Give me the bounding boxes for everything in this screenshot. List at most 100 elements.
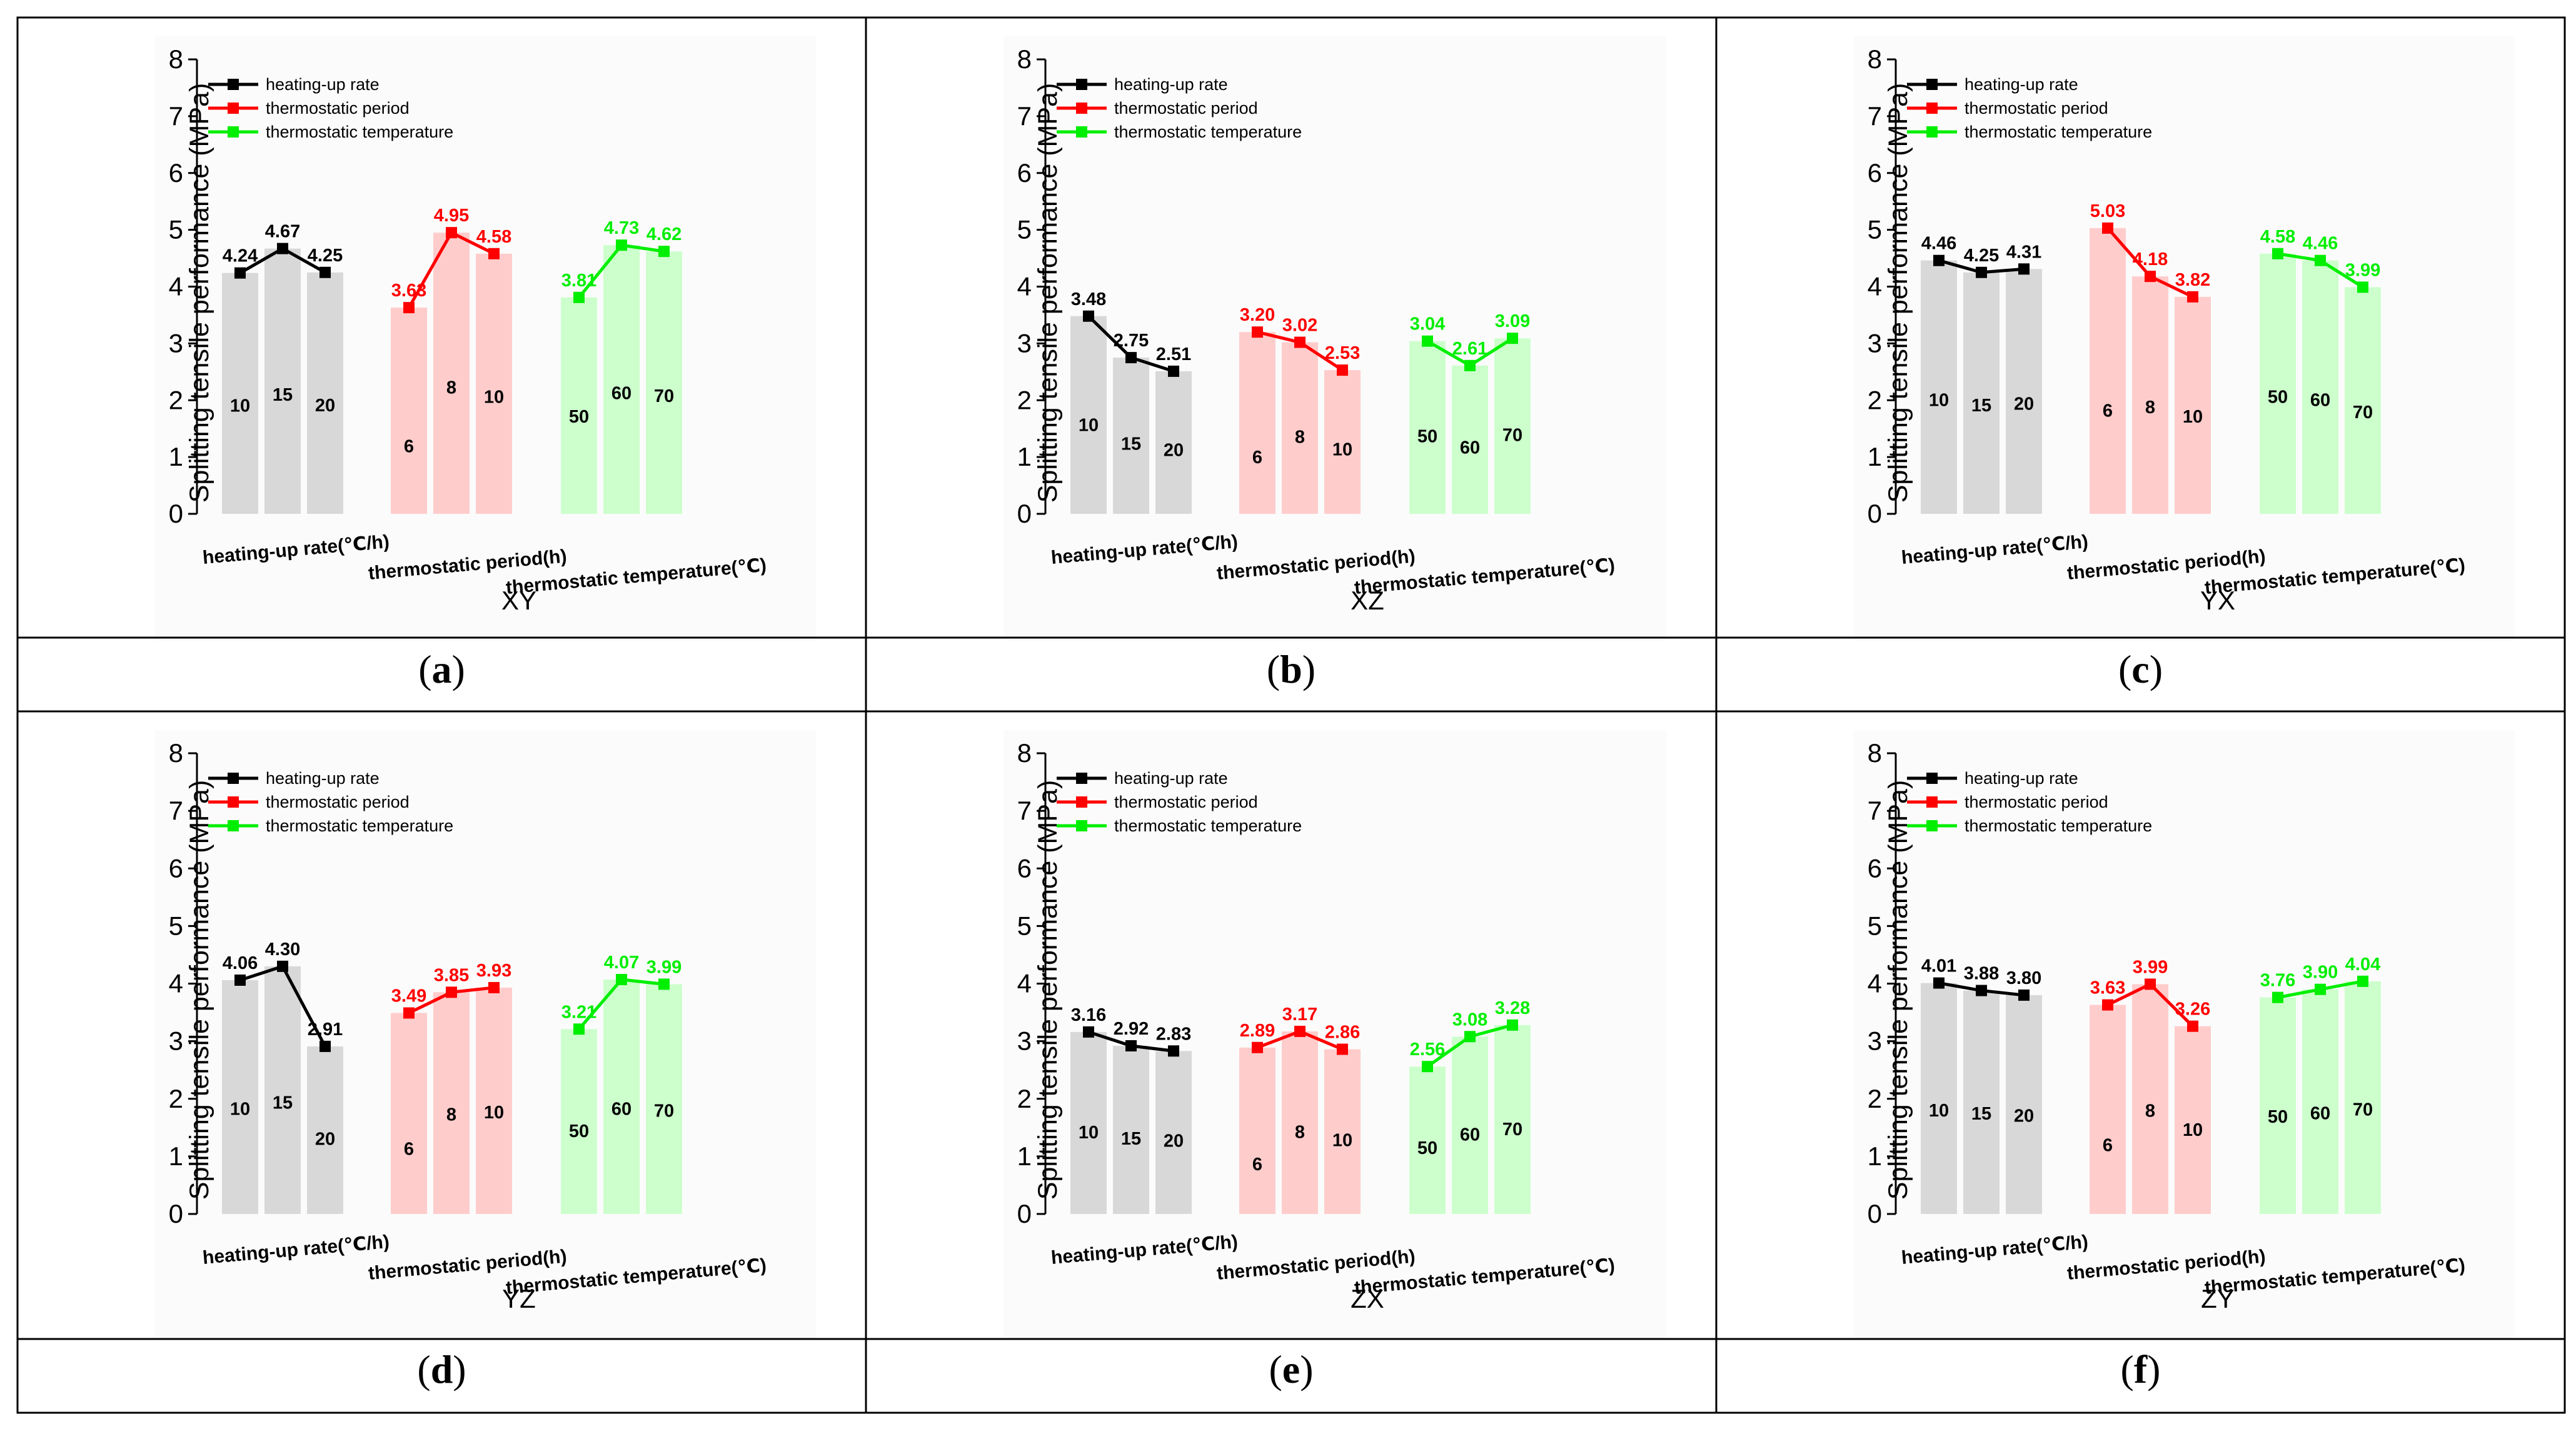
bar-category-label: 20 xyxy=(1164,440,1184,460)
panel-caption: (c) xyxy=(2118,647,2163,691)
data-value-label: 3.80 xyxy=(2006,968,2041,988)
caption-letter: e xyxy=(1282,1347,1300,1391)
bar-category-label: 15 xyxy=(1971,1104,1991,1124)
bar-category-label: 8 xyxy=(2145,1101,2155,1121)
data-value-label: 3.93 xyxy=(476,961,511,981)
bar-category-label: 15 xyxy=(1971,396,1991,416)
caption-letter: f xyxy=(2134,1347,2148,1391)
data-value-label: 3.99 xyxy=(647,957,682,977)
y-tick-label: 4 xyxy=(1868,969,1882,998)
bar xyxy=(2090,228,2126,514)
data-point-marker xyxy=(2145,271,2156,283)
bar-category-label: 50 xyxy=(1417,427,1437,447)
y-tick-label: 4 xyxy=(1017,969,1032,998)
data-point-marker xyxy=(2102,999,2113,1011)
data-value-label: 4.58 xyxy=(476,227,511,247)
data-point-marker xyxy=(1464,359,1476,371)
data-value-label: 3.28 xyxy=(1495,998,1530,1018)
bar-category-label: 15 xyxy=(273,385,293,405)
caption-open-paren: ( xyxy=(418,647,431,691)
bar xyxy=(2260,253,2296,514)
y-tick-label: 8 xyxy=(169,44,183,74)
bar-category-label: 15 xyxy=(1121,434,1141,454)
data-point-marker xyxy=(1294,336,1306,348)
bar-category-label: 10 xyxy=(1079,1123,1099,1143)
bar xyxy=(646,984,682,1214)
plot-background xyxy=(1004,730,1666,1339)
caption-close-paren: ) xyxy=(452,647,465,691)
data-point-marker xyxy=(277,960,288,972)
table-border xyxy=(16,16,2566,1414)
data-point-marker xyxy=(2272,248,2283,259)
bar xyxy=(1324,1049,1361,1214)
bar xyxy=(2175,296,2211,514)
bar xyxy=(2302,260,2338,514)
legend-swatch-marker xyxy=(1926,126,1938,138)
y-axis-title: Splitting tensile performance (MPa) xyxy=(1033,780,1063,1200)
y-tick-label: 8 xyxy=(169,738,183,768)
bar-category-label: 10 xyxy=(1079,416,1099,436)
data-value-label: 4.24 xyxy=(223,246,258,266)
y-tick-label: 5 xyxy=(1017,911,1032,940)
legend-label: thermostatic period xyxy=(266,99,410,118)
caption-open-paren: ( xyxy=(2121,1347,2134,1391)
data-value-label: 2.51 xyxy=(1156,344,1191,364)
series-heating-up-rate: 10 15 20 4.01 3.88 3.80 xyxy=(1921,956,2042,1214)
y-tick-label: 1 xyxy=(1868,1141,1882,1171)
bar xyxy=(1409,1066,1446,1214)
data-value-label: 2.53 xyxy=(1325,343,1360,363)
bar xyxy=(1409,341,1446,514)
y-tick-label: 4 xyxy=(1017,272,1032,301)
data-value-label: 3.20 xyxy=(1240,305,1275,325)
legend-label: thermostatic period xyxy=(1114,99,1258,118)
y-tick-label: 6 xyxy=(169,853,183,883)
bar-category-label: 6 xyxy=(404,1139,414,1159)
panel-subtitle: XY xyxy=(501,586,536,615)
y-tick-label: 0 xyxy=(1868,1199,1882,1228)
data-value-label: 3.02 xyxy=(1282,316,1317,336)
data-point-marker xyxy=(319,266,331,278)
y-tick-label: 1 xyxy=(1017,442,1032,471)
bar-category-label: 50 xyxy=(569,407,589,427)
legend-swatch-marker xyxy=(1076,820,1087,831)
y-tick-label: 8 xyxy=(1017,738,1032,768)
data-point-marker xyxy=(1252,326,1263,338)
data-value-label: 3.08 xyxy=(1452,1010,1487,1030)
data-point-marker xyxy=(1337,364,1348,376)
bar xyxy=(1155,371,1192,514)
data-value-label: 2.61 xyxy=(1452,339,1487,359)
bar xyxy=(1921,260,1957,514)
legend-label: thermostatic period xyxy=(266,793,410,811)
y-axis-title: Splitting tensile performance (MPa) xyxy=(1033,83,1063,503)
y-tick-label: 6 xyxy=(169,158,183,188)
data-value-label: 4.95 xyxy=(434,206,469,226)
bar xyxy=(476,987,512,1214)
y-tick-label: 7 xyxy=(1017,796,1032,825)
legend-swatch-marker xyxy=(1926,103,1938,114)
y-tick-label: 3 xyxy=(1868,328,1882,358)
bar xyxy=(222,980,258,1214)
data-point-marker xyxy=(1125,352,1137,364)
legend-label: heating-up rate xyxy=(1114,769,1228,788)
series-heating-up-rate: 10 15 20 4.24 4.67 4.25 xyxy=(222,222,343,514)
y-tick-label: 1 xyxy=(169,1141,183,1171)
data-point-marker xyxy=(2357,281,2368,293)
bar-category-label: 15 xyxy=(1121,1129,1141,1149)
bar xyxy=(222,273,258,514)
y-tick-label: 7 xyxy=(1868,796,1882,825)
y-tick-label: 7 xyxy=(169,101,183,131)
bar-category-label: 10 xyxy=(2183,1120,2203,1140)
bar-category-label: 10 xyxy=(1332,440,1352,460)
data-point-marker xyxy=(1507,333,1518,344)
series-thermostatic-period: 6 8 10 5.03 4.18 3.82 xyxy=(2090,201,2211,514)
y-tick-label: 2 xyxy=(1868,1084,1882,1113)
data-point-marker xyxy=(1422,1061,1433,1073)
data-value-label: 4.06 xyxy=(223,953,258,973)
bar xyxy=(1963,990,2000,1214)
plot-background xyxy=(1004,36,1666,641)
series-heating-up-rate: 10 15 20 3.48 2.75 2.51 xyxy=(1070,289,1192,514)
data-point-marker xyxy=(1083,1026,1094,1038)
bar-category-label: 60 xyxy=(611,384,631,404)
bar xyxy=(1494,338,1531,514)
